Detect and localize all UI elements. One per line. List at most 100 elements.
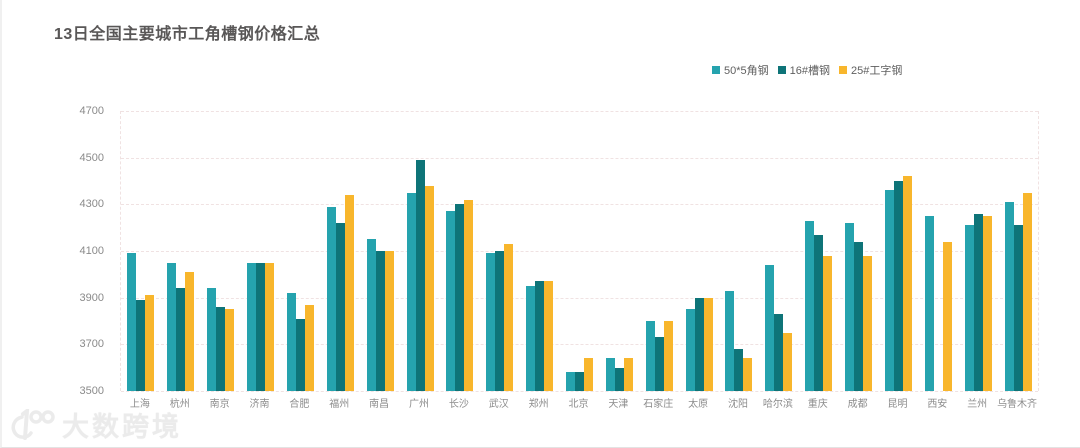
x-tick-label: 济南 — [249, 399, 270, 410]
bar — [225, 309, 235, 391]
bar-group-福州 — [320, 111, 360, 391]
x-tick-label: 长沙 — [448, 399, 469, 410]
bar — [734, 349, 744, 391]
bar — [605, 358, 615, 391]
bar — [814, 234, 824, 391]
x-tick-label: 杭州 — [169, 399, 190, 410]
bar — [884, 190, 894, 391]
x-tick-label: 石家庄 — [643, 399, 674, 410]
bar-group-乌鲁木齐 — [998, 111, 1038, 391]
bar — [694, 297, 704, 391]
bar — [176, 288, 186, 391]
bar — [893, 181, 903, 391]
bar — [526, 286, 536, 391]
bar-group-南昌 — [360, 111, 400, 391]
bar — [344, 195, 354, 391]
legend-item-2[interactable]: 16#槽钢 — [777, 62, 830, 78]
bar — [486, 253, 496, 391]
bar — [623, 358, 633, 391]
bar — [495, 251, 505, 391]
bar — [544, 281, 554, 391]
bar — [464, 199, 474, 391]
bar — [1013, 225, 1023, 391]
y-tick-label: 4500 — [79, 151, 104, 164]
y-tick-label: 3900 — [79, 291, 104, 304]
watermark-logo-icon — [11, 408, 55, 440]
legend-item-1[interactable]: 50*5角钢 — [712, 62, 769, 78]
gridline — [121, 157, 1038, 159]
x-axis: 上海 杭州 南京 济南 合肥 福州 南昌 广州 长沙 武汉 郑州 北京 天津 石家庄 太原 沈阳 哈尔滨 重庆 成都… — [120, 395, 1037, 413]
bar — [535, 281, 545, 391]
x-tick-label: 福州 — [329, 399, 350, 410]
bar-group-北京 — [560, 111, 600, 391]
bar — [783, 332, 793, 391]
bar-group-沈阳 — [719, 111, 759, 391]
bar — [902, 176, 912, 391]
bar — [685, 309, 695, 391]
bar — [964, 225, 974, 391]
bar-group-南京 — [201, 111, 241, 391]
gridline — [121, 297, 1038, 299]
bar — [415, 160, 425, 391]
bar — [207, 288, 217, 391]
bar-group-哈尔滨 — [759, 111, 799, 391]
bar-group-长沙 — [440, 111, 480, 391]
x-tick-label: 上海 — [129, 399, 150, 410]
gridline — [121, 204, 1038, 206]
chart-legend: 50*5角钢 16#槽钢 25#工字钢 — [712, 62, 902, 78]
bar-group-兰州 — [958, 111, 998, 391]
x-tick-label: 天津 — [608, 399, 629, 410]
x-tick-label: 北京 — [568, 399, 589, 410]
bar-group-广州 — [400, 111, 440, 391]
bar — [247, 262, 257, 391]
bar — [973, 213, 983, 391]
bar-group-西安 — [918, 111, 958, 391]
bar — [136, 300, 146, 391]
bar — [265, 262, 275, 391]
bar — [455, 204, 465, 391]
bar — [504, 244, 514, 391]
bar — [326, 206, 336, 391]
bar-group-武汉 — [480, 111, 520, 391]
bar — [574, 372, 584, 391]
y-tick-label: 3700 — [79, 338, 104, 351]
bar-group-合肥 — [280, 111, 320, 391]
x-tick-label: 太原 — [688, 399, 709, 410]
x-tick-label: 南京 — [209, 399, 230, 410]
bar-group-天津 — [599, 111, 639, 391]
bar — [703, 297, 713, 391]
bar — [982, 216, 992, 391]
x-tick-label: 武汉 — [488, 399, 509, 410]
watermark-text: 大数跨境 — [62, 412, 182, 442]
legend-swatch-icon — [839, 66, 847, 74]
legend-label: 25#工字钢 — [851, 65, 903, 77]
bar — [304, 304, 314, 391]
plot-area — [120, 111, 1039, 392]
x-tick-label: 合肥 — [289, 399, 310, 410]
y-tick-label: 4300 — [79, 198, 104, 211]
bar — [654, 337, 664, 391]
x-tick-label: 广州 — [409, 399, 430, 410]
bar — [823, 255, 833, 391]
x-tick-label: 哈尔滨 — [762, 399, 793, 410]
gridline — [121, 344, 1038, 346]
bar — [645, 321, 655, 391]
bar-group-济南 — [241, 111, 281, 391]
bar-group-重庆 — [799, 111, 839, 391]
bar-group-郑州 — [520, 111, 560, 391]
bar — [725, 290, 735, 391]
bar — [743, 358, 753, 391]
bar — [765, 265, 775, 391]
y-tick-label: 3500 — [79, 385, 104, 397]
bar — [924, 216, 934, 391]
bar — [805, 220, 815, 391]
legend-item-3[interactable]: 25#工字钢 — [839, 62, 902, 78]
bar — [863, 255, 873, 391]
bar — [942, 241, 952, 391]
y-tick-label: 4100 — [79, 245, 104, 257]
watermark: 大数跨境 — [10, 405, 182, 444]
bar — [185, 272, 195, 391]
bar — [335, 223, 345, 391]
bar — [1004, 202, 1014, 391]
